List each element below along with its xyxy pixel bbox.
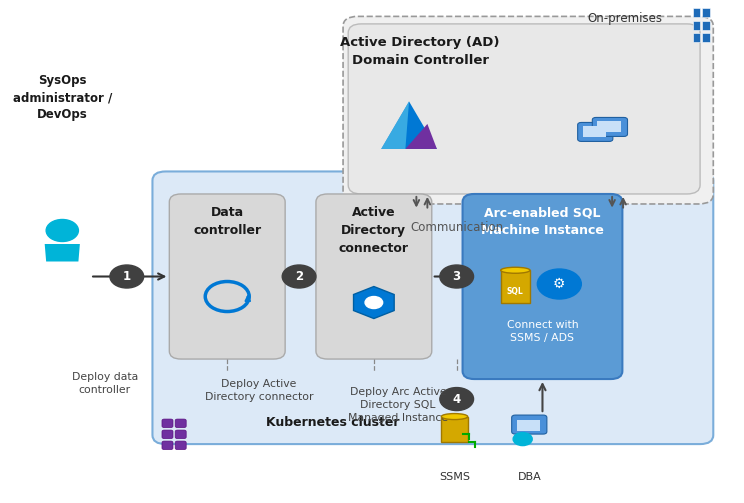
FancyBboxPatch shape [501,270,530,303]
Circle shape [513,433,532,446]
FancyBboxPatch shape [583,126,606,137]
FancyBboxPatch shape [162,430,173,439]
Polygon shape [405,124,437,149]
Circle shape [537,269,581,299]
FancyBboxPatch shape [441,416,468,442]
Text: On-premises: On-premises [588,13,663,25]
FancyBboxPatch shape [170,194,285,359]
FancyBboxPatch shape [702,33,710,42]
FancyBboxPatch shape [343,17,713,204]
Text: 1: 1 [123,270,131,283]
FancyBboxPatch shape [693,33,700,42]
Circle shape [365,297,382,308]
FancyBboxPatch shape [592,117,627,136]
FancyBboxPatch shape [577,122,613,141]
Text: Active Directory (AD)
Domain Controller: Active Directory (AD) Domain Controller [340,36,500,67]
FancyBboxPatch shape [348,24,700,194]
Circle shape [440,387,474,410]
Circle shape [440,265,474,288]
FancyBboxPatch shape [693,21,700,30]
FancyBboxPatch shape [517,420,540,431]
FancyBboxPatch shape [162,441,173,450]
FancyBboxPatch shape [597,121,621,132]
Text: 3: 3 [452,270,461,283]
Text: Deploy data
controller: Deploy data controller [71,372,138,395]
FancyBboxPatch shape [153,172,713,444]
Text: Connect with
SSMS / ADS: Connect with SSMS / ADS [507,320,578,343]
Text: SysOps
administrator /
DevOps: SysOps administrator / DevOps [13,74,112,121]
Circle shape [110,265,144,288]
FancyBboxPatch shape [162,419,173,428]
Text: Data
controller: Data controller [193,206,261,237]
FancyBboxPatch shape [463,194,623,379]
FancyBboxPatch shape [175,441,186,450]
Text: ⚙: ⚙ [553,277,565,291]
Polygon shape [353,287,394,318]
Text: Kubernetes cluster: Kubernetes cluster [266,416,400,429]
Text: Deploy Arc Active
Directory SQL
Managed Instance: Deploy Arc Active Directory SQL Managed … [348,387,448,423]
Circle shape [282,265,316,288]
FancyBboxPatch shape [175,419,186,428]
FancyBboxPatch shape [175,430,186,439]
Text: Active
Directory
connector: Active Directory connector [339,206,409,256]
Polygon shape [45,244,80,262]
Ellipse shape [441,413,468,420]
Ellipse shape [501,267,530,273]
Text: SSMS: SSMS [439,472,470,481]
Polygon shape [381,102,409,149]
FancyBboxPatch shape [316,194,432,359]
FancyBboxPatch shape [702,21,710,30]
Polygon shape [381,102,437,149]
Text: 4: 4 [452,392,461,405]
Text: 2: 2 [295,270,303,283]
Text: Communication: Communication [411,221,504,234]
FancyBboxPatch shape [512,415,547,434]
Text: Arc-enabled SQL
Machine Instance: Arc-enabled SQL Machine Instance [481,206,604,237]
FancyBboxPatch shape [702,9,710,18]
Text: Deploy Active
Directory connector: Deploy Active Directory connector [205,379,313,402]
Text: DBA: DBA [518,472,542,481]
FancyBboxPatch shape [693,9,700,18]
Text: SQL: SQL [507,287,524,296]
Circle shape [46,219,78,241]
